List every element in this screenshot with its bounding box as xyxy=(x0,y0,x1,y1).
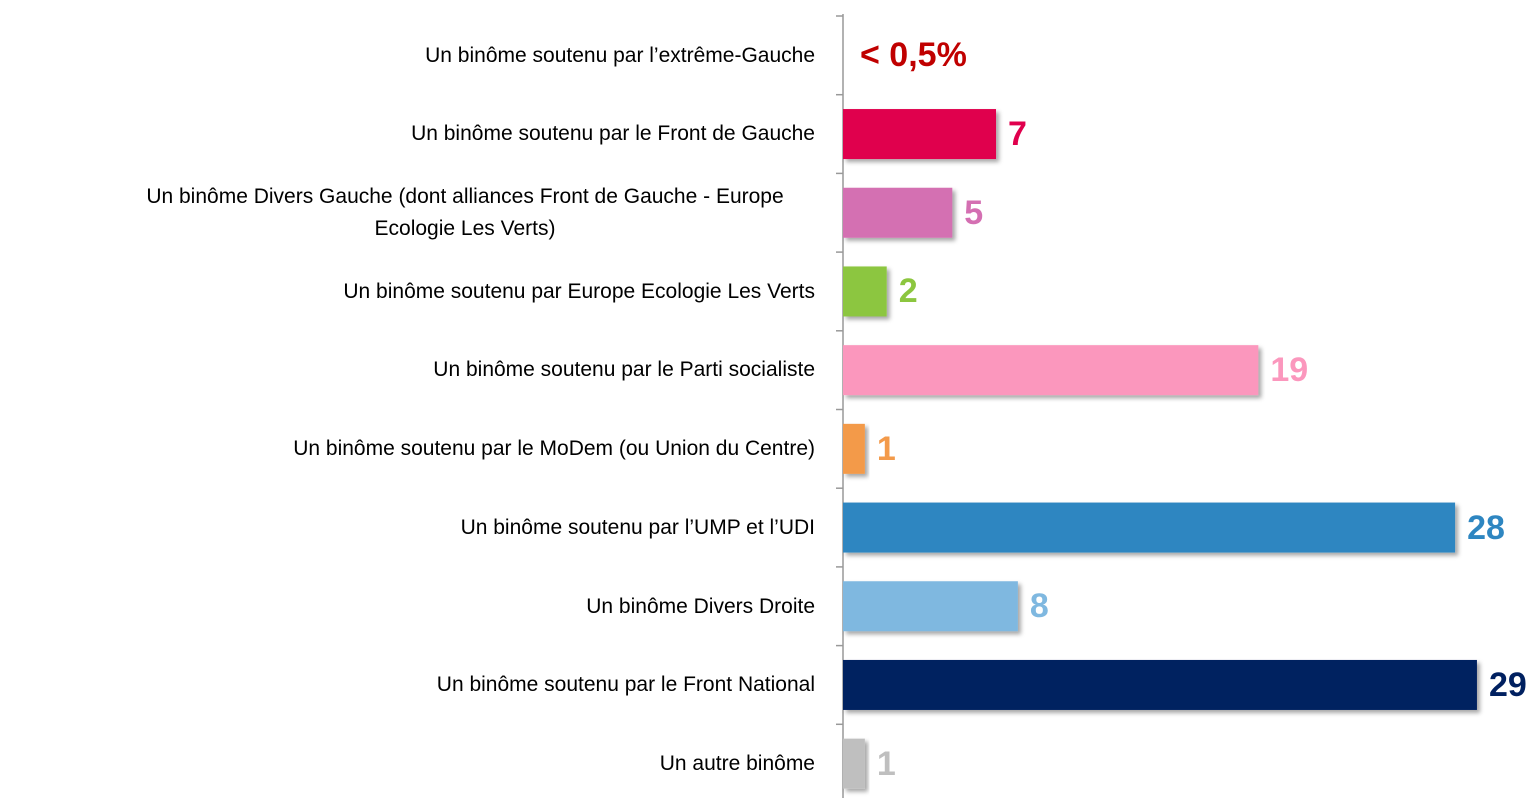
bar xyxy=(843,659,1477,710)
value-label: 1 xyxy=(876,429,896,468)
category: Un autre binôme xyxy=(0,725,815,798)
bar xyxy=(843,109,997,160)
category: Un binôme soutenu par l’extrême-Gauche xyxy=(0,16,815,94)
category-label: Un binôme soutenu par l’extrême-Gauche xyxy=(425,43,815,67)
value-label: 7 xyxy=(1008,115,1027,154)
bar xyxy=(843,423,865,474)
category-label: Un binôme Divers Droite xyxy=(586,594,815,618)
category-label: Un binôme soutenu par le Parti socialist… xyxy=(433,358,815,382)
bar xyxy=(843,345,1259,396)
category-label: Un binôme soutenu par Europe Ecologie Le… xyxy=(343,279,815,303)
bar xyxy=(843,738,865,789)
bar xyxy=(843,581,1018,632)
bar xyxy=(843,502,1456,553)
category: Un binôme soutenu par l’UMP et l’UDI xyxy=(0,489,815,567)
value-label: 5 xyxy=(964,193,984,232)
category-label: Un binôme soutenu par l’UMP et l’UDI xyxy=(460,515,815,539)
category: Un binôme soutenu par le Parti socialist… xyxy=(0,331,815,409)
value-label: 28 xyxy=(1467,508,1505,547)
value-label: 29 xyxy=(1488,665,1527,704)
bar xyxy=(843,187,953,238)
value-label: 19 xyxy=(1270,351,1309,390)
value-label: 1 xyxy=(876,744,896,783)
category: Un binôme Divers Gauche (dont alliances … xyxy=(0,174,815,252)
category: Un binôme soutenu par le Front National xyxy=(0,646,815,724)
category: Un binôme soutenu par le MoDem (ou Union… xyxy=(0,410,815,488)
category-label: Un binôme Divers Gauche (dont alliances … xyxy=(146,185,784,240)
value-label: < 0,5% xyxy=(860,36,967,75)
category: Un binôme soutenu par Europe Ecologie Le… xyxy=(0,252,815,330)
value-label: 2 xyxy=(898,272,918,311)
value-label: 8 xyxy=(1029,587,1049,626)
category-label: Un binôme soutenu par le MoDem (ou Union… xyxy=(293,437,815,461)
category: Un binôme Divers Droite xyxy=(0,567,815,645)
category-label: Un binôme soutenu par le Front de Gauche xyxy=(411,122,815,146)
category-label: Un binôme soutenu par le Front National xyxy=(436,673,815,697)
category-label: Un autre binôme xyxy=(659,751,815,775)
bar xyxy=(843,266,887,317)
category: Un binôme soutenu par le Front de Gauche xyxy=(0,95,815,173)
